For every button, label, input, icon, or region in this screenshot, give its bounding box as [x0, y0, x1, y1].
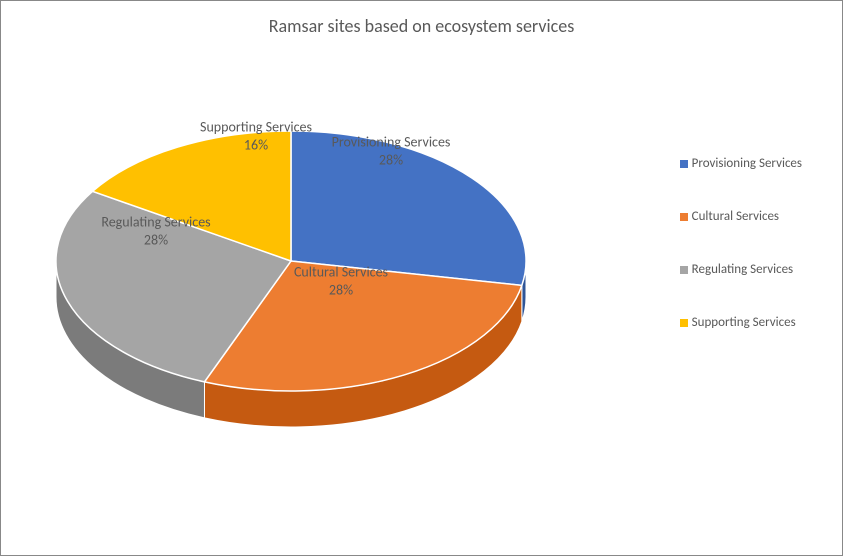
legend-item: Regulating Services	[680, 262, 802, 277]
legend-label: Supporting Services	[692, 315, 796, 330]
legend-item: Cultural Services	[680, 209, 802, 224]
slice-name: Cultural Services	[294, 264, 388, 281]
slice-name: Supporting Services	[200, 119, 312, 136]
slice-label-provisioning: Provisioning Services 28%	[332, 134, 451, 169]
legend-item: Supporting Services	[680, 315, 802, 330]
legend-swatch	[680, 160, 688, 168]
slice-label-supporting: Supporting Services 16%	[200, 119, 312, 154]
pie-area: Provisioning Services 28% Cultural Servi…	[31, 91, 551, 491]
legend-label: Cultural Services	[692, 209, 779, 224]
chart-container: Ramsar sites based on ecosystem services…	[0, 0, 843, 556]
slice-pct: 28%	[379, 151, 403, 168]
legend-swatch	[680, 213, 688, 221]
slice-pct: 28%	[329, 281, 353, 298]
slice-name: Provisioning Services	[332, 134, 451, 151]
slice-label-regulating: Regulating Services 28%	[101, 214, 210, 249]
slice-pct: 16%	[244, 136, 268, 153]
slice-name: Regulating Services	[101, 214, 210, 231]
legend-swatch	[680, 266, 688, 274]
slice-pct: 28%	[144, 231, 168, 248]
legend-label: Provisioning Services	[692, 156, 802, 171]
legend-item: Provisioning Services	[680, 156, 802, 171]
chart-title: Ramsar sites based on ecosystem services	[1, 15, 842, 37]
slice-label-cultural: Cultural Services 28%	[294, 264, 388, 299]
legend-label: Regulating Services	[692, 262, 793, 277]
legend: Provisioning Services Cultural Services …	[680, 156, 802, 368]
legend-swatch	[680, 319, 688, 327]
